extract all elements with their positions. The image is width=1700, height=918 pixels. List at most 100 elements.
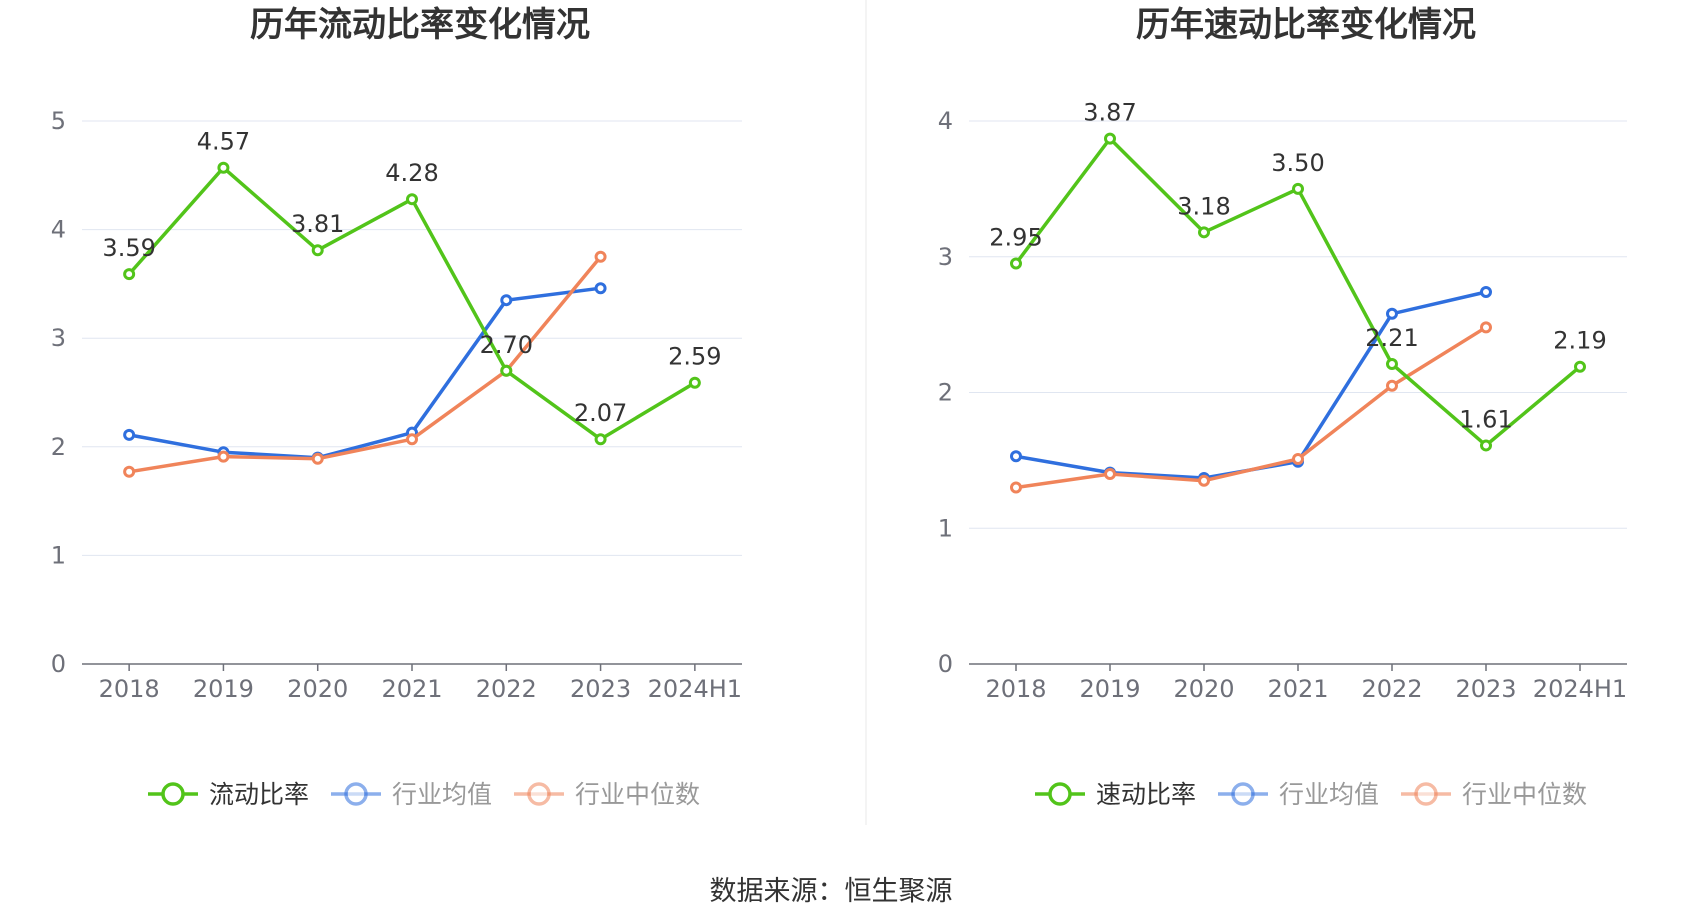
chart-title: 历年流动比率变化情况: [250, 5, 590, 45]
x-tick-label: 2019: [193, 675, 254, 703]
data-label: 2.21: [1365, 324, 1418, 352]
industry-mean-series: [123, 282, 607, 464]
x-tick-label: 2018: [99, 675, 160, 703]
data-point[interactable]: [1010, 257, 1022, 270]
x-tick-label: 2023: [1455, 675, 1516, 703]
y-tick-label: 2: [938, 379, 953, 407]
data-point[interactable]: [1010, 481, 1022, 494]
data-point[interactable]: [594, 282, 607, 295]
data-label: 3.59: [102, 234, 155, 262]
legend-label: 行业中位数: [575, 780, 700, 809]
data-point[interactable]: [1386, 307, 1398, 320]
current-ratio-series: 3.59 4.57 3.81 4.28 2.70 2.07 2.59: [102, 128, 722, 446]
x-tick-label: 2020: [287, 675, 348, 703]
y-tick-label: 5: [51, 107, 66, 135]
legend-industry-median[interactable]: 行业中位数: [514, 780, 700, 809]
y-tick-label: 4: [938, 107, 953, 135]
data-point[interactable]: [406, 193, 418, 206]
data-label: 4.28: [385, 159, 438, 187]
legend-marker-icon: [527, 782, 551, 806]
y-tick-label: 4: [51, 216, 66, 244]
data-point[interactable]: [406, 433, 418, 446]
legend-industry-median[interactable]: 行业中位数: [1401, 780, 1587, 809]
data-point[interactable]: [500, 294, 513, 307]
data-point[interactable]: [123, 428, 136, 441]
current-ratio-chart: 历年流动比率变化情况 0 1 2 3 4 5 2018 2019 2020 2021 2022 2023…: [51, 5, 742, 809]
data-point[interactable]: [1104, 467, 1116, 480]
legend-label: 行业均值: [392, 780, 492, 809]
data-point[interactable]: [1292, 182, 1304, 195]
data-point[interactable]: [1480, 286, 1492, 299]
data-point[interactable]: [1010, 450, 1022, 463]
legend-marker-icon: [1231, 782, 1255, 806]
data-point[interactable]: [1574, 360, 1586, 373]
x-tick-label: 2024H1: [1533, 675, 1627, 703]
data-label: 3.50: [1271, 149, 1324, 177]
series-line: [128, 255, 602, 474]
data-point[interactable]: [1480, 321, 1492, 334]
data-point[interactable]: [1292, 453, 1304, 466]
legend-quick-ratio[interactable]: 速动比率: [1035, 780, 1196, 809]
quick-ratio-series: 2.95 3.87 3.18 3.50 2.21 1.61 2.19: [989, 99, 1607, 452]
x-tick-label: 2021: [1267, 675, 1328, 703]
legend-current-ratio[interactable]: 流动比率: [148, 780, 309, 809]
data-point[interactable]: [594, 433, 607, 446]
data-label: 4.57: [197, 128, 250, 156]
x-tick-label: 2022: [1361, 675, 1422, 703]
legend-marker-icon: [1048, 782, 1072, 806]
data-point[interactable]: [1198, 474, 1210, 487]
industry-median-series: [123, 250, 607, 478]
data-label: 2.70: [480, 331, 533, 359]
data-point[interactable]: [123, 465, 136, 478]
legend: 速动比率 行业均值 行业中位数: [1035, 780, 1587, 809]
data-label: 3.81: [291, 210, 344, 238]
chart-title: 历年速动比率变化情况: [1136, 5, 1476, 45]
data-point[interactable]: [311, 452, 324, 465]
data-label: 2.95: [989, 224, 1042, 252]
data-point[interactable]: [1104, 132, 1116, 145]
data-label: 2.19: [1553, 327, 1606, 355]
y-tick-label: 0: [51, 650, 66, 678]
legend-label: 行业中位数: [1462, 780, 1587, 809]
legend-marker-icon: [1414, 782, 1438, 806]
data-label: 3.87: [1083, 99, 1136, 127]
y-tick-label: 1: [938, 514, 953, 542]
x-tick-label: 2023: [570, 675, 631, 703]
legend-industry-mean[interactable]: 行业均值: [331, 780, 492, 809]
legend-marker-icon: [161, 782, 185, 806]
data-point[interactable]: [1198, 226, 1210, 239]
y-tick-label: 2: [51, 433, 66, 461]
data-point[interactable]: [1386, 357, 1398, 370]
quick-ratio-chart: 历年速动比率变化情况 0 1 2 3 4 2018 2019 2020 2021 2022 2023 2…: [938, 5, 1627, 809]
data-point[interactable]: [1386, 379, 1398, 392]
legend-label: 行业均值: [1279, 780, 1379, 809]
data-point[interactable]: [311, 244, 324, 257]
data-point[interactable]: [1480, 439, 1492, 452]
x-tick-label: 2020: [1173, 675, 1234, 703]
x-tick-label: 2021: [381, 675, 442, 703]
data-point[interactable]: [123, 268, 136, 281]
data-point[interactable]: [217, 161, 230, 174]
legend-label: 流动比率: [209, 780, 309, 809]
legend-marker-icon: [344, 782, 368, 806]
data-label: 1.61: [1459, 405, 1512, 433]
x-tick-label: 2024H1: [648, 675, 742, 703]
legend-label: 速动比率: [1096, 780, 1196, 809]
x-tick-label: 2022: [476, 675, 537, 703]
data-label: 3.18: [1177, 192, 1230, 220]
y-tick-label: 1: [51, 541, 66, 569]
data-point[interactable]: [594, 250, 607, 263]
legend-industry-mean[interactable]: 行业均值: [1218, 780, 1379, 809]
y-tick-label: 0: [938, 650, 953, 678]
data-point[interactable]: [688, 376, 701, 389]
x-tick-label: 2018: [985, 675, 1046, 703]
y-tick-label: 3: [938, 243, 953, 271]
data-label: 2.59: [668, 343, 721, 371]
x-tick-label: 2019: [1079, 675, 1140, 703]
data-label: 2.07: [574, 399, 627, 427]
y-tick-label: 3: [51, 324, 66, 352]
source-note: 数据来源：恒生聚源: [710, 876, 953, 907]
data-point[interactable]: [217, 450, 230, 463]
data-point[interactable]: [500, 364, 513, 377]
